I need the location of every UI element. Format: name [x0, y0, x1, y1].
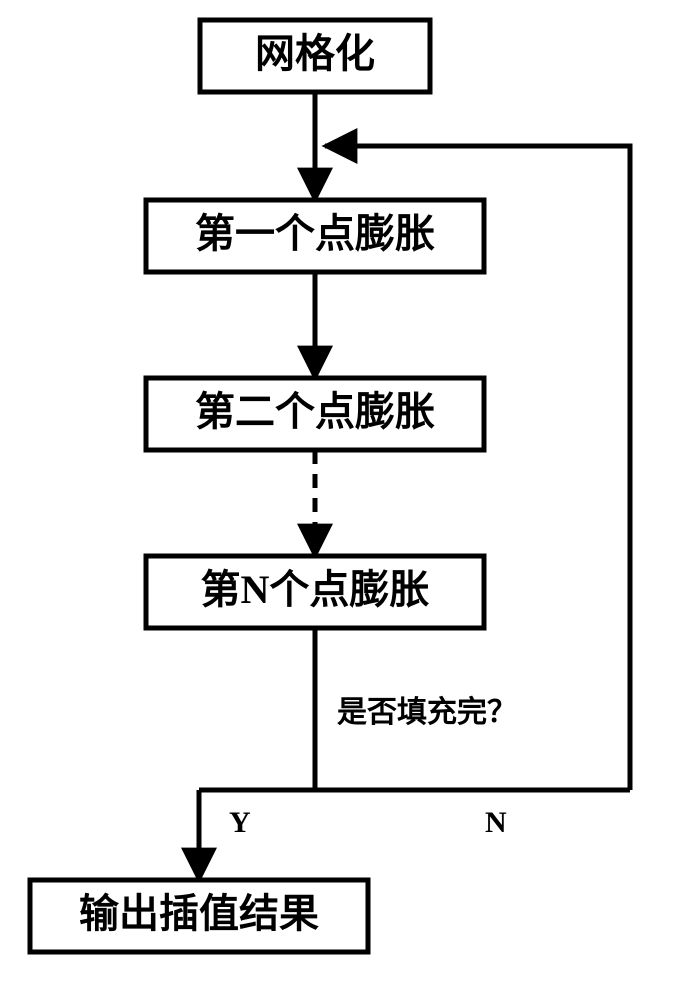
branch-label-no: N — [485, 806, 507, 839]
flow-node-label: 第N个点膨胀 — [201, 567, 430, 612]
branch-label-yes: Y — [229, 806, 251, 839]
decision-question: 是否填充完？ — [337, 695, 517, 729]
flow-node-label: 网格化 — [255, 31, 375, 76]
flow-node-label: 输出插值结果 — [79, 891, 319, 936]
flow-node-label: 第二个点膨胀 — [195, 389, 435, 434]
flow-node-label: 第一个点膨胀 — [195, 211, 435, 256]
